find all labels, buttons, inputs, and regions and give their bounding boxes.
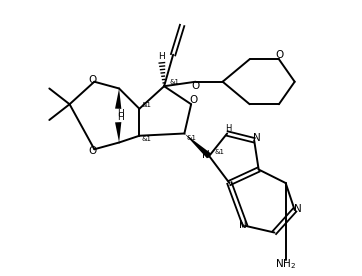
Text: &1: &1 bbox=[169, 79, 180, 85]
Text: N: N bbox=[294, 204, 302, 214]
Text: NH$_2$: NH$_2$ bbox=[275, 257, 296, 271]
Text: &1: &1 bbox=[215, 149, 224, 155]
Text: H: H bbox=[225, 124, 232, 132]
Text: N: N bbox=[202, 150, 209, 160]
Text: N: N bbox=[253, 133, 260, 143]
Text: &1: &1 bbox=[142, 102, 152, 108]
Text: O: O bbox=[189, 95, 198, 105]
Text: &1: &1 bbox=[187, 135, 197, 141]
Text: H: H bbox=[117, 109, 123, 118]
Text: O: O bbox=[191, 81, 200, 91]
Polygon shape bbox=[115, 122, 121, 142]
Text: O: O bbox=[88, 75, 96, 85]
Text: O: O bbox=[88, 146, 96, 156]
Polygon shape bbox=[184, 134, 211, 158]
Polygon shape bbox=[115, 89, 121, 109]
Text: H: H bbox=[159, 52, 165, 62]
Text: N: N bbox=[239, 220, 247, 230]
Text: H: H bbox=[117, 113, 123, 122]
Text: &1: &1 bbox=[142, 136, 152, 142]
Text: O: O bbox=[276, 50, 284, 60]
